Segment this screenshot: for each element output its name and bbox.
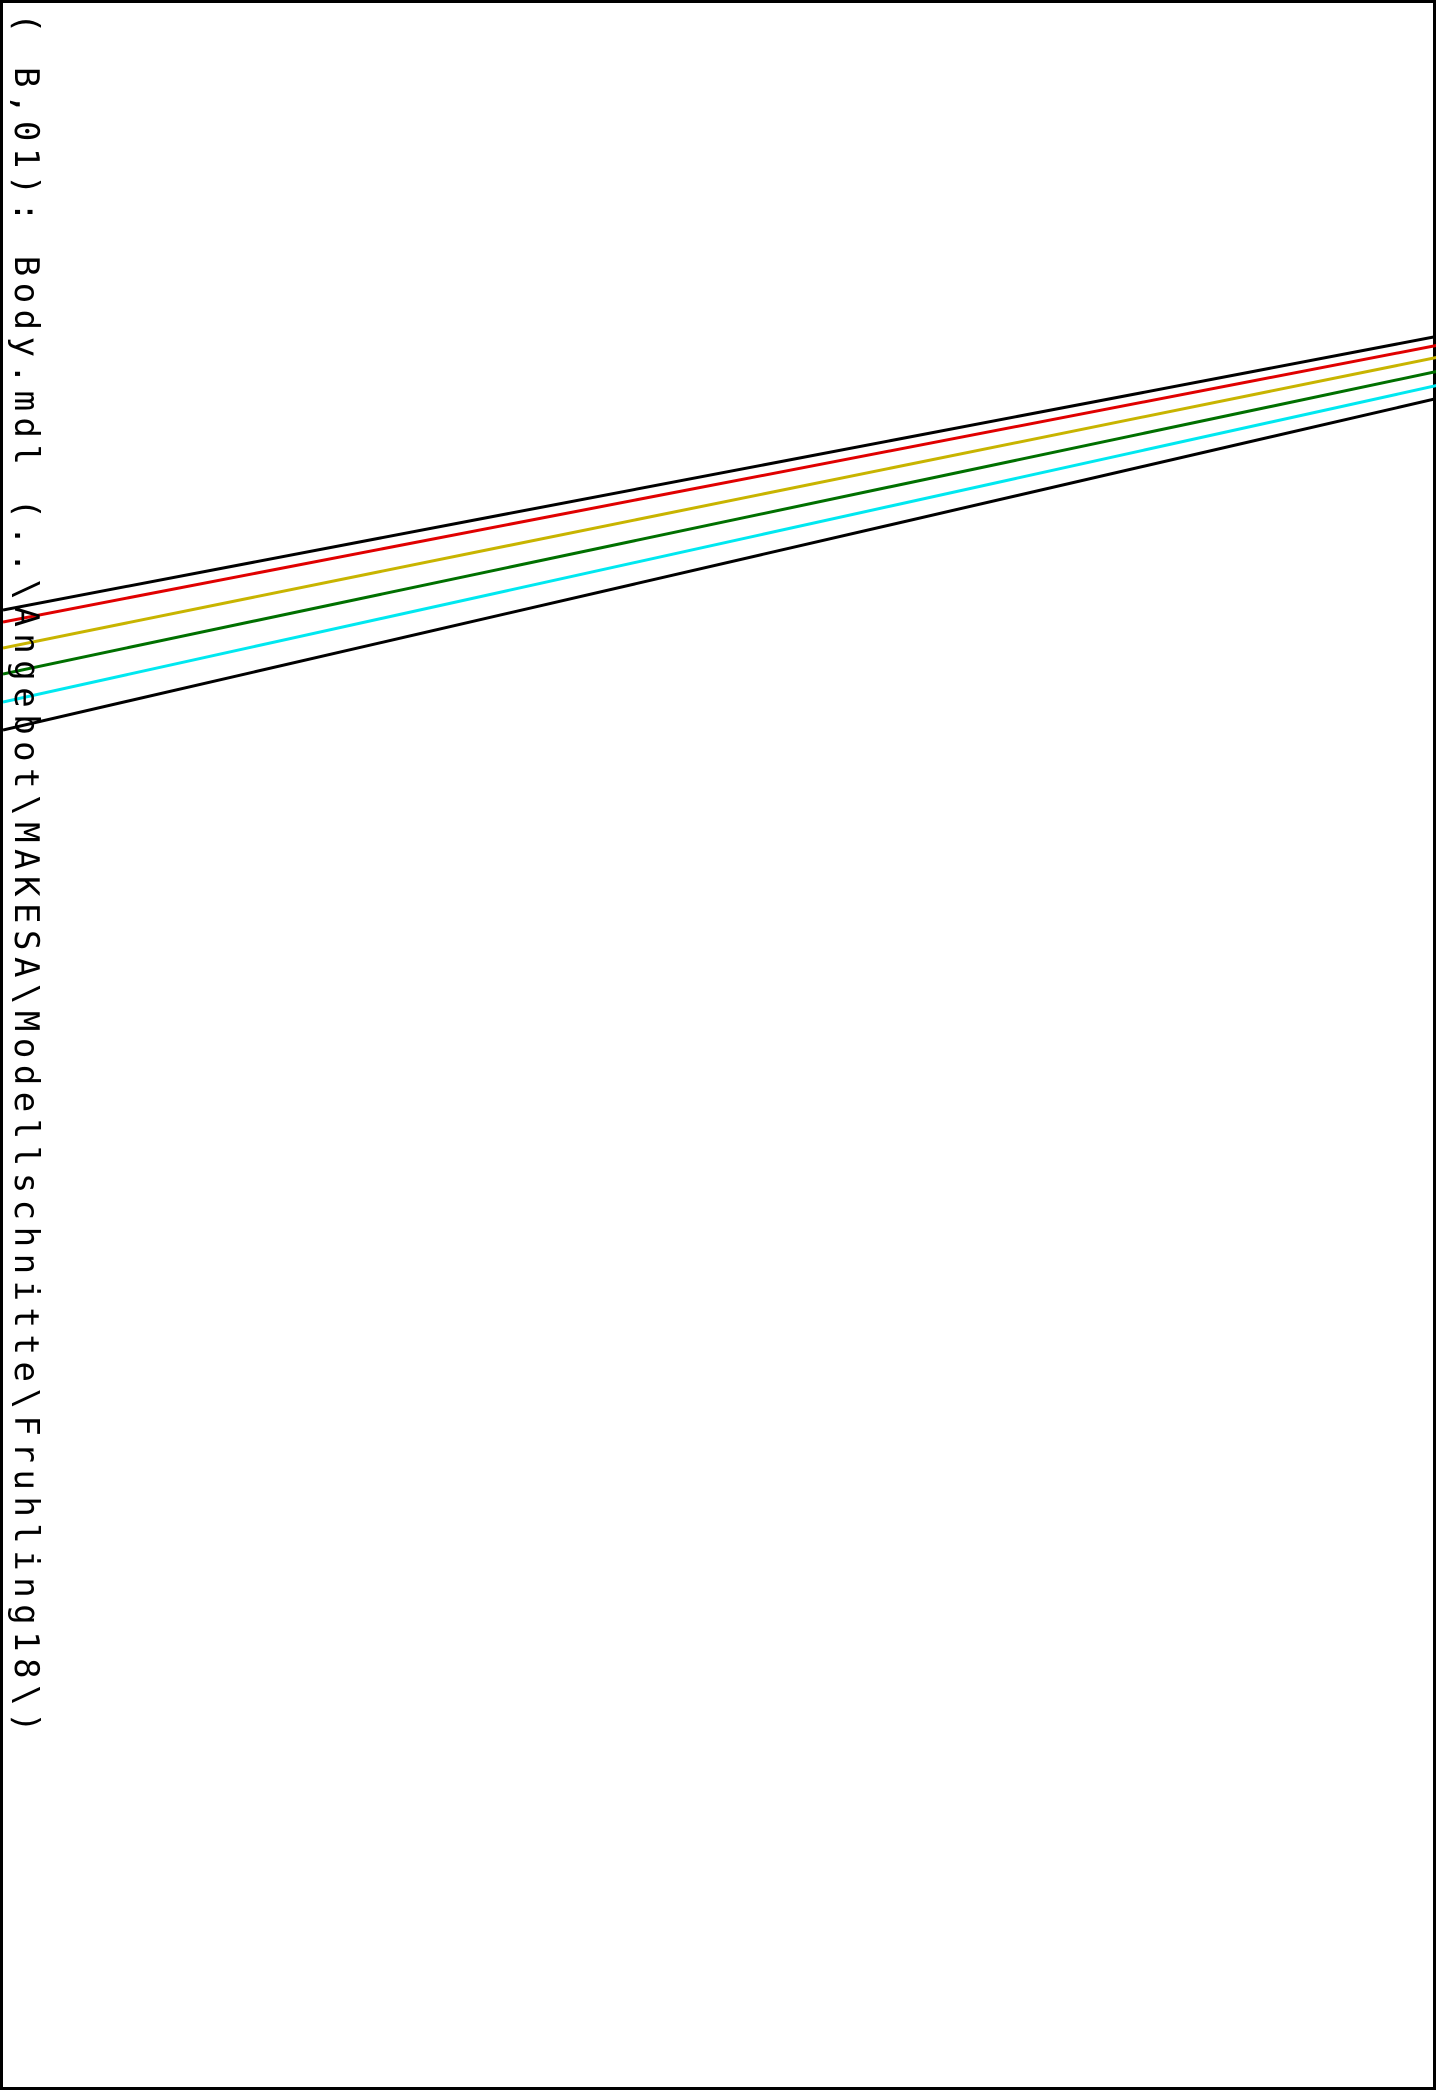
- file-label: ( B,01): Body.mdl (..\Angebot\MAKESA\Mod…: [6, 13, 46, 1740]
- line-yellow: [3, 356, 1436, 650]
- line-red: [3, 344, 1436, 624]
- pattern-lines: [3, 335, 1436, 732]
- line-black-top: [3, 335, 1436, 612]
- line-cyan: [3, 384, 1436, 704]
- line-green: [3, 370, 1436, 676]
- line-black-bottom: [3, 397, 1436, 732]
